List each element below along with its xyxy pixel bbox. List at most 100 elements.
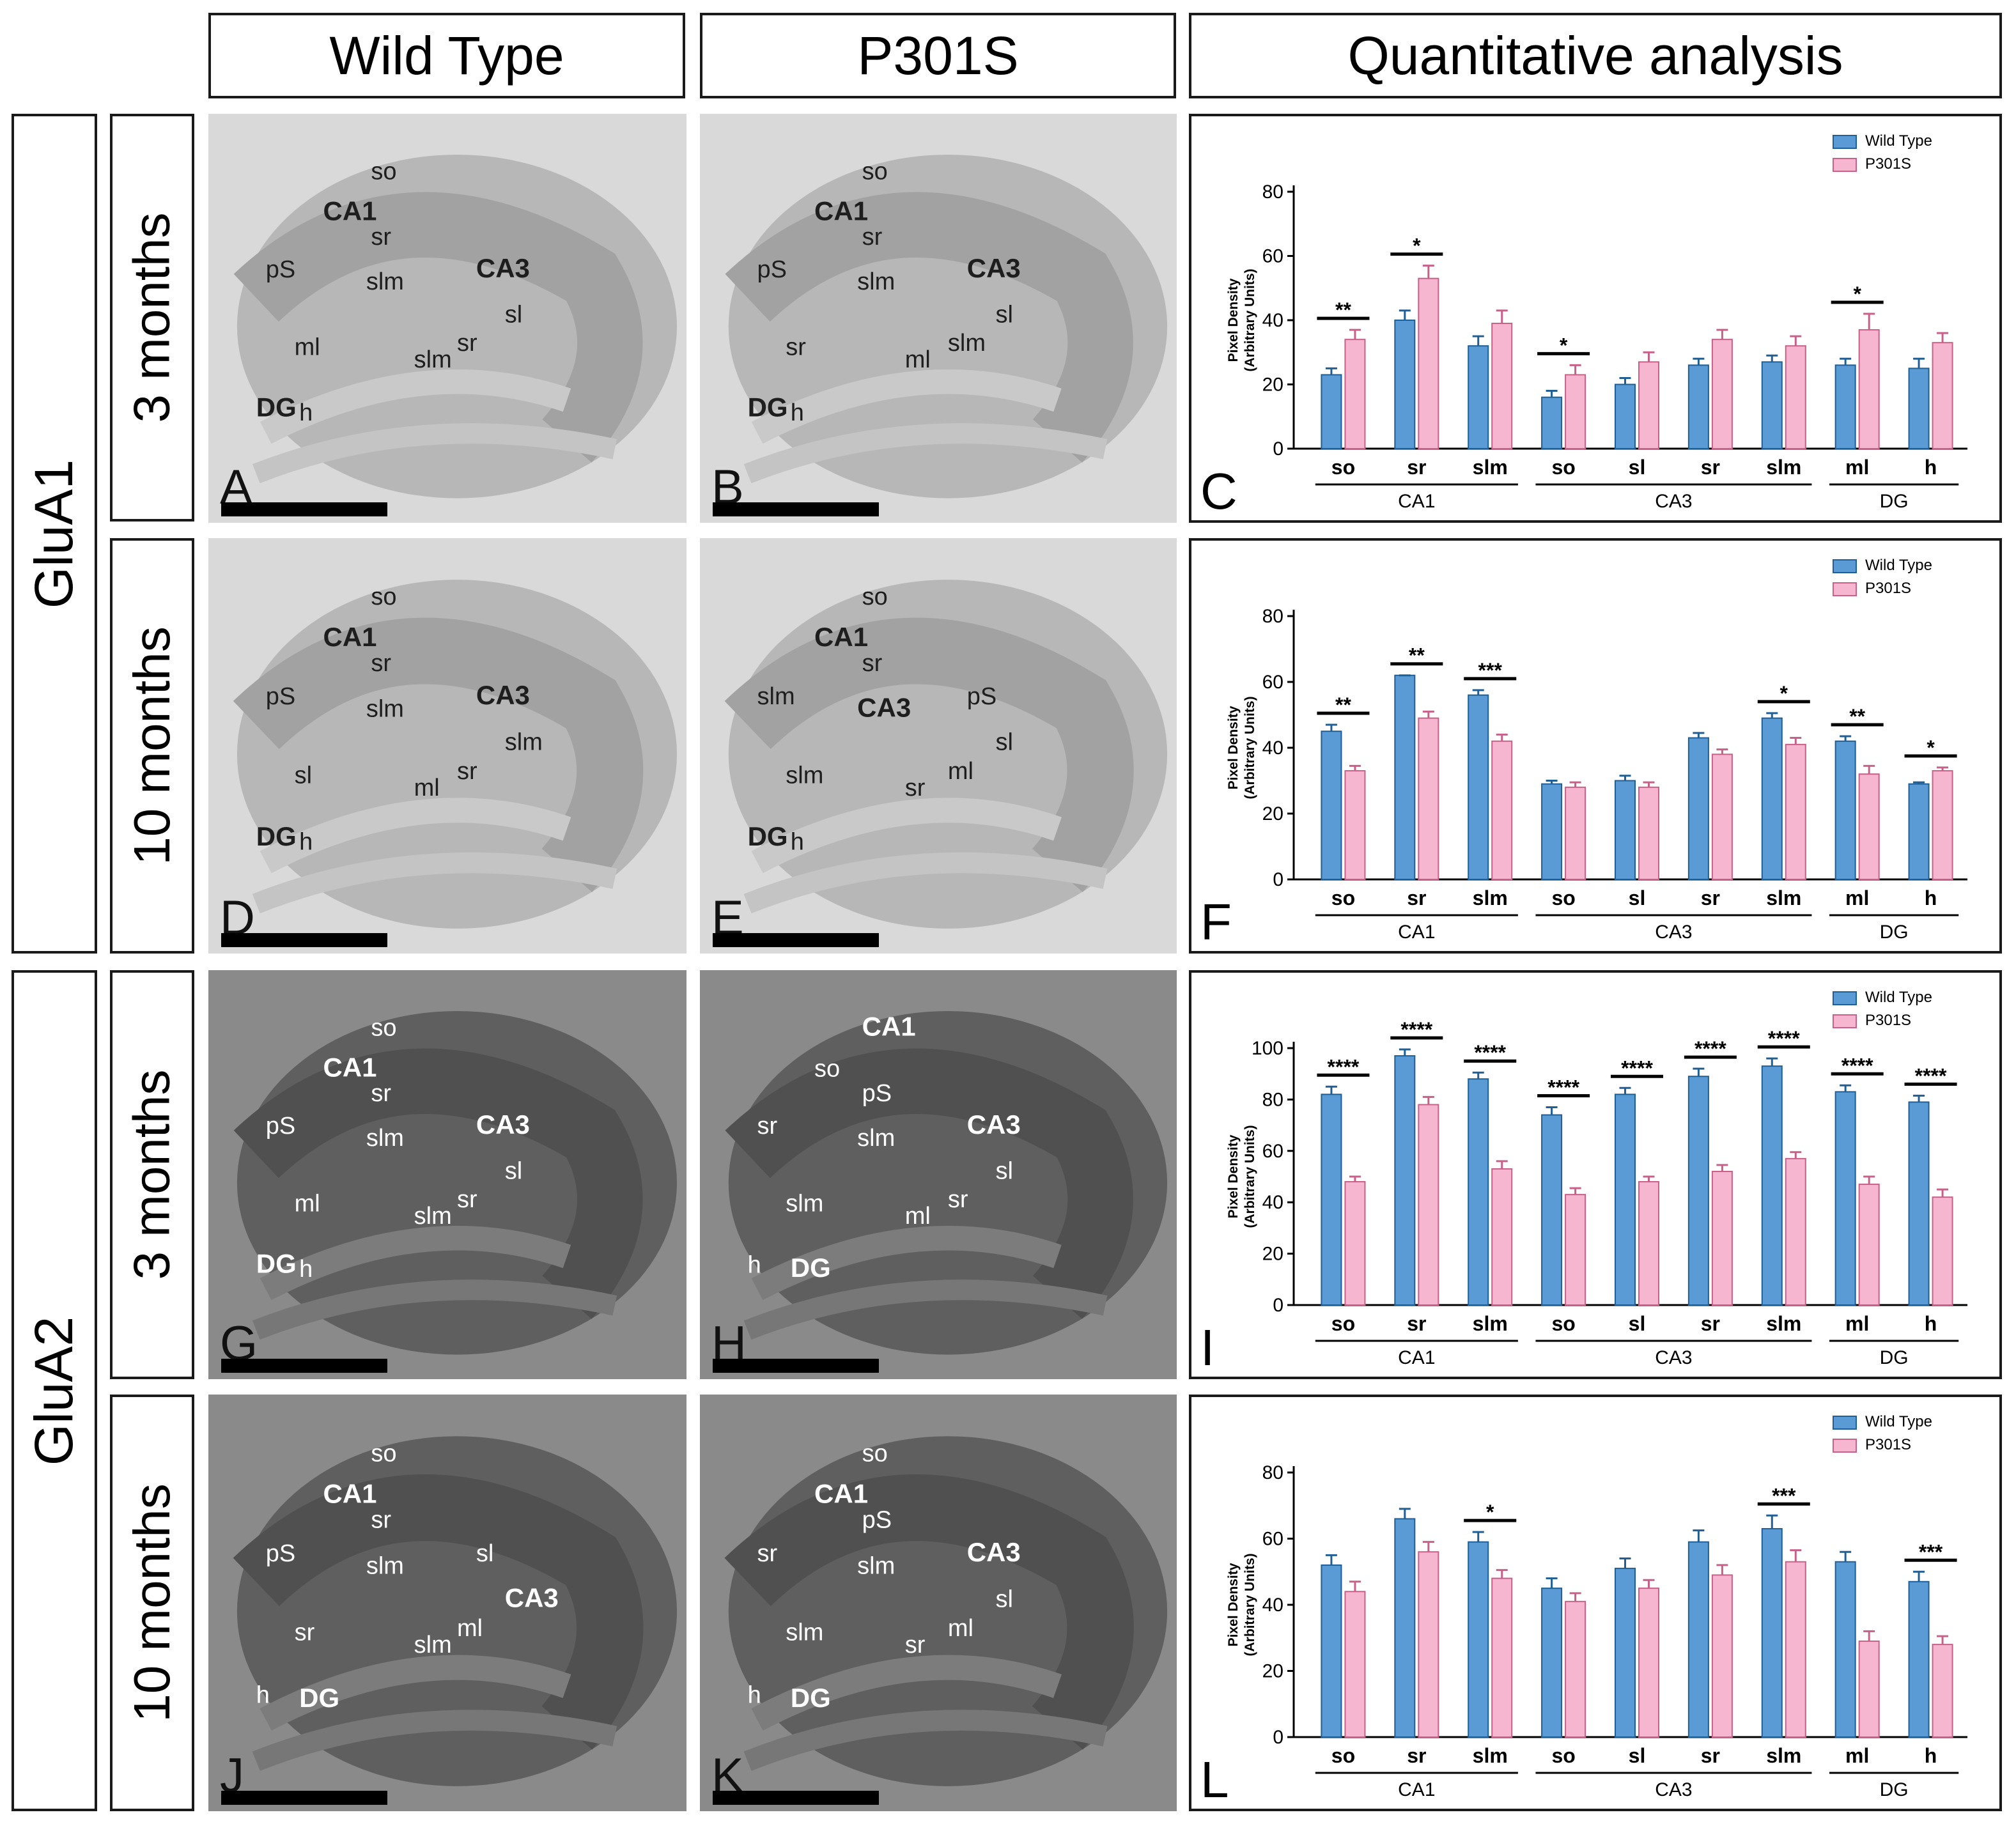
region-label: sr <box>371 1507 391 1534</box>
y-tick-label: 20 <box>1262 803 1283 824</box>
bar-wild-type <box>1614 383 1636 449</box>
region-label: pS <box>862 1080 892 1107</box>
region-label: sl <box>996 1157 1013 1184</box>
region-label: DG <box>299 1683 339 1713</box>
region-label: slm <box>786 1191 823 1217</box>
region-label: so <box>862 158 888 185</box>
region-label: ml <box>295 334 320 361</box>
significance-marker: **** <box>1842 1054 1873 1077</box>
bar-wild-type <box>1321 730 1342 880</box>
y-tick-label: 0 <box>1273 1295 1283 1316</box>
region-label: slm <box>786 1619 823 1646</box>
bar-chart: 0 20 40 60 80 100 Pixel Density (Arbitrary Unit… <box>1200 989 1967 1376</box>
bar-p301s <box>1785 345 1806 450</box>
x-tick-label: slm <box>1473 1312 1508 1335</box>
group-label: CA3 <box>1655 1779 1692 1800</box>
bar-wild-type <box>1834 740 1856 881</box>
image-panel-b: so CA1 sr pS slm CA3 sl slm sr ml DG h B <box>700 114 1177 523</box>
region-label: ml <box>414 775 440 801</box>
x-tick-label: slm <box>1473 886 1508 909</box>
region-label: so <box>371 158 396 185</box>
scale-bar <box>713 1359 879 1373</box>
significance-marker: ** <box>1335 693 1351 716</box>
region-label: h <box>748 1252 761 1279</box>
image-panel-k: so CA1 pS sr slm CA3 sl ml slm sr h DG K <box>700 1395 1177 1811</box>
y-tick-label: 60 <box>1262 672 1283 693</box>
region-label: ml <box>948 758 973 785</box>
bar-wild-type <box>1394 1055 1416 1306</box>
x-tick-label: sr <box>1701 1744 1720 1767</box>
y-tick-label: 20 <box>1262 375 1283 396</box>
image-panel-g: so CA1 sr pS slm CA3 sl sr ml slm DG h G <box>208 970 686 1379</box>
bar-wild-type <box>1908 783 1930 880</box>
bar-p301s <box>1418 717 1439 880</box>
region-label: pS <box>757 256 787 283</box>
legend-label: Wild Type <box>1865 132 1932 150</box>
region-label: slm <box>857 1125 895 1152</box>
bar-wild-type <box>1761 361 1783 450</box>
chart-panel-l: 0 20 40 60 80 Pixel Density (Arbitrary Units) W… <box>1189 1395 2002 1811</box>
region-label: h <box>256 1681 270 1708</box>
bar-p301s <box>1565 374 1586 449</box>
panel-letter: L <box>1200 1751 1229 1808</box>
bar-wild-type <box>1834 364 1856 449</box>
region-label: sr <box>457 758 477 785</box>
image-panel-h: CA1 so pS sr slm CA3 sl sr slm ml h DG H <box>700 970 1177 1379</box>
bar-wild-type <box>1908 1581 1930 1738</box>
group-label: DG <box>1880 491 1909 512</box>
x-tick-label: ml <box>1845 1312 1869 1335</box>
hippocampus-tissue <box>208 114 686 523</box>
region-label: CA3 <box>857 693 911 723</box>
region-label: so <box>371 1440 396 1467</box>
region-label: DG <box>256 1249 297 1279</box>
region-label: slm <box>757 683 795 710</box>
region-label: sr <box>457 1186 477 1213</box>
y-tick-label: 80 <box>1262 1462 1283 1483</box>
significance-marker: **** <box>1474 1041 1506 1064</box>
region-label: CA3 <box>505 1583 559 1613</box>
bar-p301s <box>1638 1588 1660 1738</box>
legend-swatch-p301s <box>1833 582 1857 596</box>
significance-marker: **** <box>1400 1018 1432 1041</box>
bar-p301s <box>1711 754 1733 880</box>
region-label: pS <box>266 256 295 283</box>
bar-p301s <box>1858 329 1880 450</box>
legend-swatch-wild-type <box>1833 135 1857 149</box>
x-tick-label: sr <box>1701 456 1720 479</box>
region-label: pS <box>967 683 996 710</box>
hippocampus-tissue <box>700 1395 1177 1811</box>
region-label: so <box>862 584 888 610</box>
column-header-label: Quantitative analysis <box>1347 25 1843 86</box>
bar-wild-type <box>1834 1561 1856 1738</box>
legend-label: P301S <box>1865 155 1911 173</box>
region-label: CA3 <box>967 253 1021 283</box>
bar-p301s <box>1932 1196 1953 1306</box>
bar-wild-type <box>1321 1564 1342 1738</box>
region-label: h <box>791 399 804 426</box>
region-label: sr <box>786 334 806 361</box>
region-label: h <box>299 829 313 856</box>
bar-chart: 0 20 40 60 80 Pixel Density (Arbitrary Units) W… <box>1200 132 1967 520</box>
legend-swatch-wild-type <box>1833 991 1857 1005</box>
legend-label: P301S <box>1865 1436 1911 1453</box>
x-tick-label: sl <box>1629 1744 1646 1767</box>
bar-wild-type <box>1541 1114 1563 1306</box>
region-label: pS <box>266 1113 295 1140</box>
bar-p301s <box>1344 1591 1366 1738</box>
bar-wild-type <box>1468 694 1489 880</box>
chart-panel-f: 0 20 40 60 80 Pixel Density (Arbitrary Units) W… <box>1189 538 2002 954</box>
legend-swatch-p301s <box>1833 1014 1857 1028</box>
legend-label: Wild Type <box>1865 1413 1932 1430</box>
row-group-glua1: GluA1 <box>12 114 97 954</box>
significance-marker: * <box>1853 282 1861 305</box>
bar-wild-type <box>1468 1078 1489 1306</box>
region-label: CA1 <box>323 1479 377 1509</box>
region-label: sr <box>948 1186 968 1213</box>
legend-label: Wild Type <box>1865 557 1932 574</box>
x-tick-label: sr <box>1701 1312 1720 1335</box>
legend-swatch-p301s <box>1833 158 1857 172</box>
bar-p301s <box>1932 770 1953 880</box>
bar-p301s <box>1565 1600 1586 1738</box>
row-label-glua2-3-months: 3 months <box>110 970 194 1379</box>
bar-p301s <box>1785 1157 1806 1306</box>
